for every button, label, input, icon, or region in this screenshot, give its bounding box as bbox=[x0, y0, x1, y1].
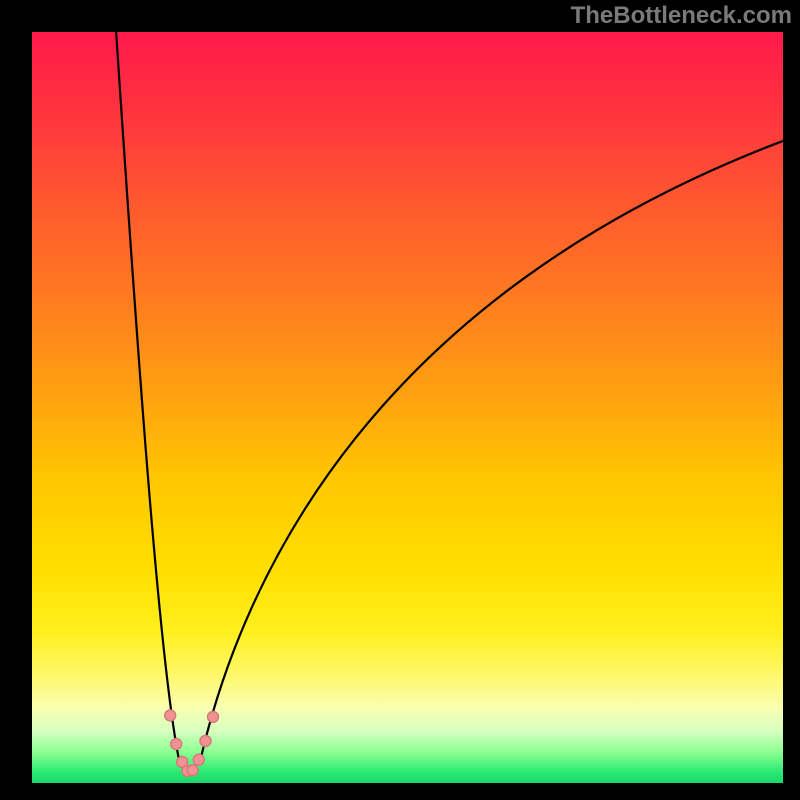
gradient-background bbox=[32, 32, 783, 783]
chart-container: TheBottleneck.com bbox=[0, 0, 800, 800]
marker-dot bbox=[187, 765, 198, 776]
bottleneck-chart bbox=[32, 32, 783, 783]
chart-frame bbox=[0, 0, 800, 800]
watermark-text: TheBottleneck.com bbox=[571, 2, 792, 30]
marker-dot bbox=[193, 754, 204, 765]
marker-dot bbox=[207, 711, 218, 722]
marker-dot bbox=[200, 735, 211, 746]
marker-dot bbox=[171, 738, 182, 749]
marker-dot bbox=[165, 710, 176, 721]
